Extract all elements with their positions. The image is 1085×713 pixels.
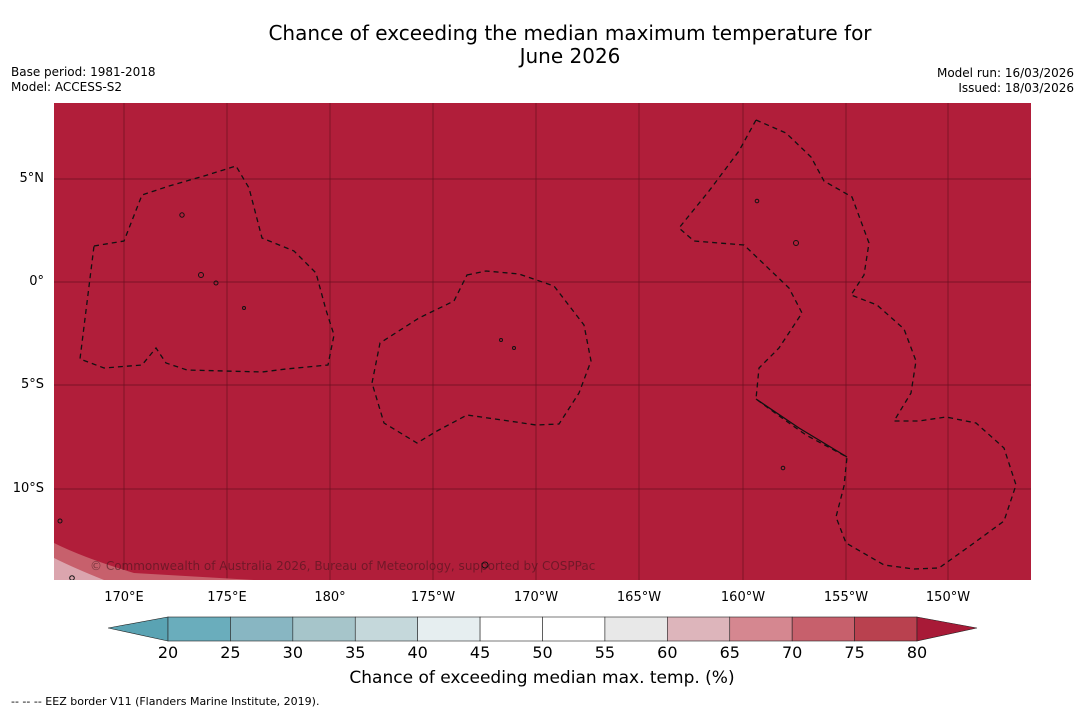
colorbar-cell <box>479 616 543 642</box>
colorbar-cell <box>854 616 918 642</box>
lon-label-155w: 155°W <box>823 590 869 605</box>
copyright-notice: © Commonwealth of Australia 2026, Bureau… <box>90 559 596 573</box>
eez-solid-segment <box>755 398 848 458</box>
chart-title-line1: Chance of exceeding the median maximum t… <box>268 21 872 45</box>
low-probability-patch-inner <box>54 558 104 580</box>
model-run: Model run: 16/03/2026 <box>936 66 1074 80</box>
lon-label-170w: 170°W <box>513 590 559 605</box>
colorbar-cell <box>292 616 356 642</box>
base-period: Base period: 1981-2018 <box>11 65 156 79</box>
chart-title-line2: June 2026 <box>519 44 621 68</box>
colorbar <box>108 616 978 642</box>
colorbar-cell <box>729 616 793 642</box>
colorbar-tick-label: 60 <box>657 643 678 662</box>
colorbar-cell <box>791 616 855 642</box>
lon-label-170e: 170°E <box>104 590 144 605</box>
colorbar-tick-label: 55 <box>594 643 616 662</box>
colorbar-under-arrow <box>108 616 169 642</box>
lon-label-180: 180° <box>314 590 346 605</box>
colorbar-tick-label: 50 <box>532 643 553 662</box>
islands <box>57 198 799 580</box>
meta-left: Base period: 1981-2018 Model: ACCESS-S2 <box>11 65 156 95</box>
colorbar-tick-label: 45 <box>469 643 491 662</box>
low-probability-patch <box>54 543 254 580</box>
lon-label-175w: 175°W <box>410 590 456 605</box>
issued-date: Issued: 18/03/2026 <box>958 81 1074 95</box>
map-panel <box>54 103 1031 580</box>
colorbar-tick-label: 75 <box>844 643 865 662</box>
colorbar-tick-label: 25 <box>220 643 241 662</box>
colorbar-tick-label: 30 <box>282 643 303 662</box>
colorbar-cell <box>417 616 481 642</box>
colorbar-cell <box>667 616 731 642</box>
colorbar-cell <box>354 616 418 642</box>
colorbar-tick-label: 70 <box>781 643 803 662</box>
lat-label-5s: 5°S <box>20 377 44 392</box>
graticule <box>54 103 1031 580</box>
colorbar-cells <box>167 616 918 642</box>
lon-label-165w: 165°W <box>616 590 662 605</box>
model-name: Model: ACCESS-S2 <box>11 80 123 94</box>
lon-label-160w: 160°W <box>720 590 766 605</box>
colorbar-label: Chance of exceeding median max. temp. (%… <box>349 668 735 688</box>
colorbar-tick-label: 20 <box>157 643 179 662</box>
lat-label-5n: 5°N <box>19 171 45 186</box>
colorbar-tick-label: 65 <box>719 643 740 662</box>
colorbar-cell <box>230 616 294 642</box>
lat-label-10s: 10°S <box>12 481 44 496</box>
map-svg <box>54 103 1031 580</box>
lat-label-0: 0° <box>29 274 44 289</box>
meta-right: Model run: 16/03/2026 Issued: 18/03/2026 <box>937 66 1074 96</box>
colorbar-cell <box>167 616 231 642</box>
colorbar-tick-label: 40 <box>407 643 428 662</box>
colorbar-tick-label: 35 <box>345 643 366 662</box>
colorbar-tick-label: 80 <box>906 643 928 662</box>
colorbar-cell <box>604 616 668 642</box>
lon-label-175e: 175°E <box>207 590 247 605</box>
eez-legend-note: -- -- -- EEZ border V11 (Flanders Marine… <box>11 695 320 708</box>
eez-borders <box>79 119 1017 570</box>
lon-label-150w: 150°W <box>925 590 971 605</box>
colorbar-over-arrow <box>916 616 978 642</box>
colorbar-cell <box>542 616 606 642</box>
